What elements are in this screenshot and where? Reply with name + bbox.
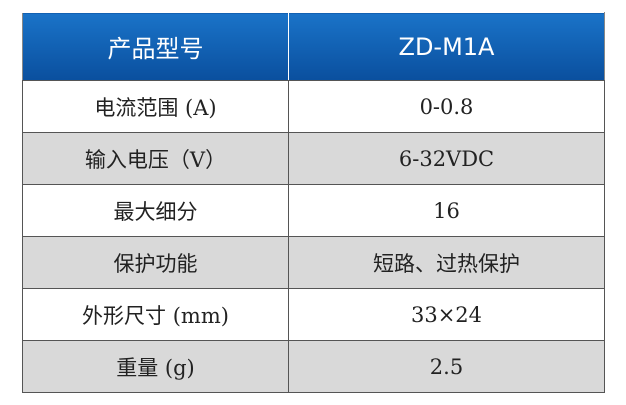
table-row: 最大细分 16 (22, 184, 605, 237)
row-value: 6-32VDC (288, 132, 605, 185)
table-row: 保护功能 短路、过热保护 (22, 236, 605, 289)
row-label: 重量 (g) (22, 340, 289, 393)
table-row: 外形尺寸 (mm) 33×24 (22, 288, 605, 341)
row-label: 外形尺寸 (mm) (22, 288, 289, 341)
row-label: 保护功能 (22, 236, 289, 289)
table-row: 重量 (g) 2.5 (22, 340, 605, 393)
table-row: 电流范围 (A) 0-0.8 (22, 80, 605, 133)
table-row: 输入电压（V） 6-32VDC (22, 132, 605, 185)
spec-table-wrap: 产品型号 ZD-M1A 电流范围 (A) 0-0.8 输入电压（V） 6-32VDC 最大细… (22, 12, 605, 393)
header-row: 产品型号 ZD-M1A (22, 12, 605, 81)
row-value: 0-0.8 (288, 80, 605, 133)
row-value: 16 (288, 184, 605, 237)
row-label: 最大细分 (22, 184, 289, 237)
row-label: 输入电压（V） (22, 132, 289, 185)
header-cell: ZD-M1A (288, 12, 605, 81)
row-value: 2.5 (288, 340, 605, 393)
row-value: 33×24 (288, 288, 605, 341)
row-value: 短路、过热保护 (288, 236, 605, 289)
spec-table: 产品型号 ZD-M1A 电流范围 (A) 0-0.8 输入电压（V） 6-32VDC 最大细… (22, 12, 605, 393)
row-label: 电流范围 (A) (22, 80, 289, 133)
header-cell: 产品型号 (22, 12, 289, 81)
